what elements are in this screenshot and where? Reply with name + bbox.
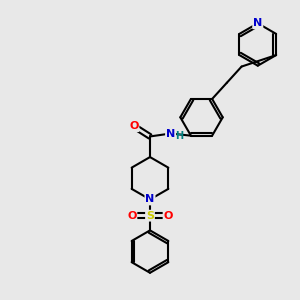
Text: H: H	[175, 131, 183, 142]
Text: N: N	[166, 128, 175, 139]
Text: O: O	[129, 121, 139, 131]
Text: N: N	[253, 18, 262, 28]
Text: O: O	[164, 211, 173, 221]
Text: S: S	[146, 211, 154, 221]
Text: O: O	[127, 211, 136, 221]
Text: N: N	[146, 194, 154, 205]
